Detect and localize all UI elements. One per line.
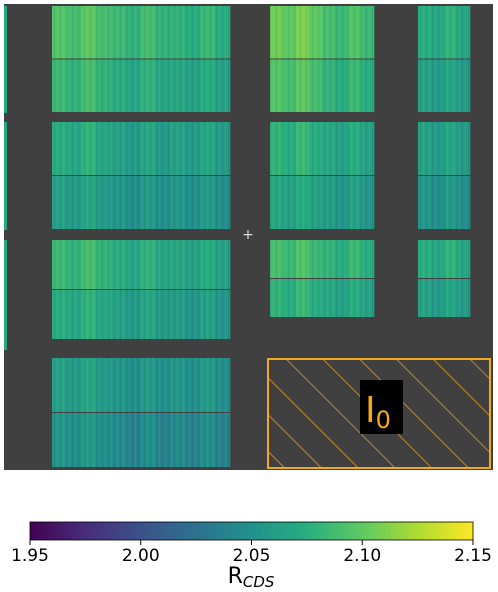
colorbar-tick-label: 1.95 bbox=[11, 546, 49, 566]
colorbar-label: RCDS bbox=[228, 564, 275, 591]
panel-texture bbox=[52, 240, 230, 340]
colorbar-tick-label: 2.10 bbox=[343, 546, 381, 566]
detector-panels bbox=[4, 6, 471, 468]
center-marker: + bbox=[242, 227, 254, 243]
panel-texture bbox=[52, 122, 230, 230]
panel-texture bbox=[52, 358, 230, 468]
edge-strip bbox=[4, 240, 7, 350]
edge-strip bbox=[4, 6, 7, 113]
panel-texture bbox=[418, 122, 470, 230]
detector-image: + I0 bbox=[4, 4, 493, 470]
panel-texture bbox=[418, 240, 470, 318]
panel-texture bbox=[52, 6, 230, 113]
panel-texture bbox=[418, 6, 470, 113]
panel-texture bbox=[270, 240, 374, 318]
panel-texture bbox=[270, 6, 374, 113]
colorbar-tick-label: 2.05 bbox=[233, 546, 271, 566]
i0-region: I0 bbox=[267, 358, 491, 469]
panel-texture bbox=[270, 122, 374, 230]
edge-strip bbox=[4, 122, 7, 230]
i0-label: I0 bbox=[365, 390, 391, 434]
colorbar-tick-label: 2.15 bbox=[454, 546, 492, 566]
colorbar: 1.95 2.00 2.05 2.10 2.15 RCDS bbox=[11, 521, 492, 591]
colorbar-tick-label: 2.00 bbox=[122, 546, 160, 566]
i0-label-box bbox=[360, 380, 403, 434]
colorbar-ticks: 1.95 2.00 2.05 2.10 2.15 bbox=[11, 540, 492, 566]
colorbar-gradient bbox=[29, 521, 474, 541]
